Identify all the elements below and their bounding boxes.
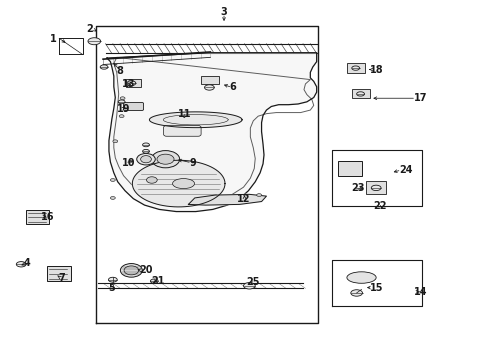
Ellipse shape: [124, 266, 139, 275]
Ellipse shape: [346, 272, 375, 283]
FancyBboxPatch shape: [351, 89, 369, 98]
Ellipse shape: [141, 156, 151, 163]
FancyBboxPatch shape: [200, 76, 219, 84]
Text: 9: 9: [189, 158, 196, 168]
Ellipse shape: [150, 279, 158, 283]
Text: 4: 4: [24, 258, 31, 268]
Ellipse shape: [100, 65, 108, 69]
FancyBboxPatch shape: [337, 161, 361, 176]
Ellipse shape: [351, 66, 359, 70]
Ellipse shape: [127, 81, 136, 86]
Ellipse shape: [110, 179, 115, 181]
Ellipse shape: [110, 197, 115, 199]
FancyBboxPatch shape: [26, 210, 49, 224]
Text: 2: 2: [86, 24, 93, 35]
Ellipse shape: [356, 92, 364, 96]
Ellipse shape: [119, 115, 124, 118]
Ellipse shape: [243, 283, 255, 289]
Text: 15: 15: [369, 283, 383, 293]
Ellipse shape: [172, 179, 194, 189]
Ellipse shape: [108, 277, 117, 282]
Ellipse shape: [142, 149, 149, 153]
Text: 11: 11: [178, 109, 191, 119]
FancyBboxPatch shape: [126, 79, 141, 87]
Polygon shape: [132, 160, 224, 207]
FancyBboxPatch shape: [47, 266, 71, 281]
Text: 5: 5: [108, 283, 115, 293]
Text: 14: 14: [413, 287, 427, 297]
Text: 17: 17: [413, 93, 427, 103]
Ellipse shape: [120, 264, 142, 277]
Text: 7: 7: [58, 273, 65, 283]
Ellipse shape: [88, 38, 101, 45]
Text: 25: 25: [246, 277, 260, 287]
Text: 21: 21: [151, 276, 164, 286]
Text: 1: 1: [50, 34, 57, 44]
FancyBboxPatch shape: [346, 63, 365, 73]
Text: 16: 16: [41, 212, 54, 221]
Text: 3: 3: [220, 7, 227, 17]
Text: 18: 18: [369, 64, 383, 75]
FancyBboxPatch shape: [366, 181, 385, 194]
Text: 20: 20: [140, 265, 153, 275]
Text: 6: 6: [228, 82, 235, 93]
Text: 22: 22: [372, 201, 386, 211]
Ellipse shape: [16, 262, 26, 267]
Ellipse shape: [151, 150, 179, 168]
Ellipse shape: [146, 177, 157, 183]
Ellipse shape: [113, 140, 118, 143]
Ellipse shape: [118, 100, 125, 104]
Ellipse shape: [350, 290, 362, 296]
Ellipse shape: [137, 153, 155, 165]
Text: 23: 23: [350, 183, 364, 193]
Ellipse shape: [204, 85, 214, 90]
Text: 13: 13: [122, 79, 135, 89]
Text: 24: 24: [399, 165, 412, 175]
Text: 12: 12: [236, 194, 250, 204]
Text: 8: 8: [117, 66, 123, 76]
Polygon shape: [107, 53, 316, 212]
Polygon shape: [149, 112, 242, 128]
Text: 19: 19: [117, 104, 130, 114]
Ellipse shape: [370, 185, 380, 190]
Ellipse shape: [256, 194, 261, 197]
FancyBboxPatch shape: [163, 126, 201, 136]
Polygon shape: [188, 194, 266, 205]
FancyBboxPatch shape: [123, 103, 143, 111]
Ellipse shape: [120, 97, 125, 100]
Ellipse shape: [142, 143, 149, 147]
Text: 10: 10: [122, 158, 135, 168]
Ellipse shape: [157, 154, 174, 164]
